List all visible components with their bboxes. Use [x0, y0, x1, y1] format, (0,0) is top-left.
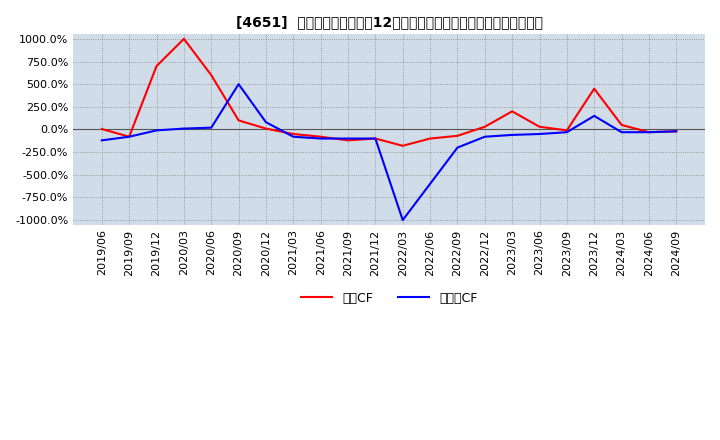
フリーCF: [398, 217, 407, 223]
フリーCF: [508, 132, 516, 138]
フリーCF: [125, 134, 133, 139]
営業CF: [316, 134, 325, 139]
フリーCF: [261, 120, 270, 125]
フリーCF: [371, 136, 379, 141]
フリーCF: [617, 129, 626, 135]
フリーCF: [316, 136, 325, 141]
営業CF: [261, 126, 270, 131]
フリーCF: [644, 129, 653, 135]
営業CF: [371, 136, 379, 141]
営業CF: [398, 143, 407, 148]
営業CF: [234, 118, 243, 123]
営業CF: [125, 134, 133, 139]
フリーCF: [289, 134, 297, 139]
フリーCF: [152, 128, 161, 133]
フリーCF: [426, 181, 434, 187]
営業CF: [152, 63, 161, 69]
営業CF: [562, 128, 571, 133]
営業CF: [97, 126, 106, 132]
フリーCF: [234, 81, 243, 87]
フリーCF: [97, 138, 106, 143]
フリーCF: [480, 134, 489, 139]
フリーCF: [453, 145, 462, 150]
営業CF: [590, 86, 598, 92]
営業CF: [179, 36, 188, 41]
営業CF: [289, 132, 297, 137]
フリーCF: [535, 132, 544, 137]
営業CF: [535, 124, 544, 129]
営業CF: [207, 73, 215, 78]
Line: フリーCF: フリーCF: [102, 84, 676, 220]
Title: [4651]  キャッシュフローの12か月移動合計の対前年同期増減率の推移: [4651] キャッシュフローの12か月移動合計の対前年同期増減率の推移: [235, 15, 543, 29]
フリーCF: [179, 126, 188, 131]
営業CF: [343, 138, 352, 143]
営業CF: [508, 109, 516, 114]
営業CF: [453, 133, 462, 139]
Line: 営業CF: 営業CF: [102, 39, 676, 146]
営業CF: [426, 136, 434, 141]
営業CF: [480, 124, 489, 129]
フリーCF: [562, 129, 571, 135]
Legend: 営業CF, フリーCF: 営業CF, フリーCF: [296, 287, 482, 310]
フリーCF: [343, 136, 352, 141]
フリーCF: [207, 125, 215, 130]
営業CF: [672, 128, 680, 134]
営業CF: [617, 122, 626, 128]
フリーCF: [672, 128, 680, 134]
営業CF: [644, 129, 653, 135]
フリーCF: [590, 113, 598, 118]
